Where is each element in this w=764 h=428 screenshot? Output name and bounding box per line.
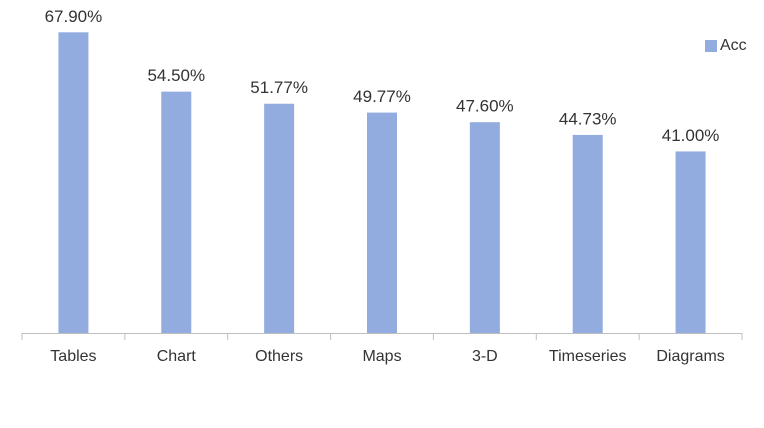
x-tick-label: Tables (50, 348, 96, 365)
legend-swatch (705, 40, 717, 52)
bar (675, 151, 706, 333)
x-tick-label: Maps (362, 348, 401, 365)
x-tick-label: Others (255, 348, 303, 365)
bar (161, 91, 192, 334)
value-label: 54.50% (147, 66, 205, 85)
value-label: 47.60% (456, 97, 514, 116)
x-tick-label: Timeseries (549, 348, 627, 365)
x-tick-label: 3-D (472, 348, 498, 365)
value-label: 51.77% (250, 78, 308, 97)
bar (367, 112, 397, 333)
bar (572, 134, 603, 333)
value-label: 44.73% (559, 109, 617, 128)
legend-label: Acc (720, 37, 747, 54)
x-tick-label: Diagrams (656, 348, 724, 365)
value-label: 41.00% (662, 126, 720, 145)
value-label: 49.77% (353, 87, 411, 106)
bar (58, 32, 89, 334)
bar (264, 103, 295, 334)
bar (469, 122, 500, 333)
value-label: 67.90% (45, 7, 103, 26)
x-tick-label: Chart (157, 348, 197, 365)
